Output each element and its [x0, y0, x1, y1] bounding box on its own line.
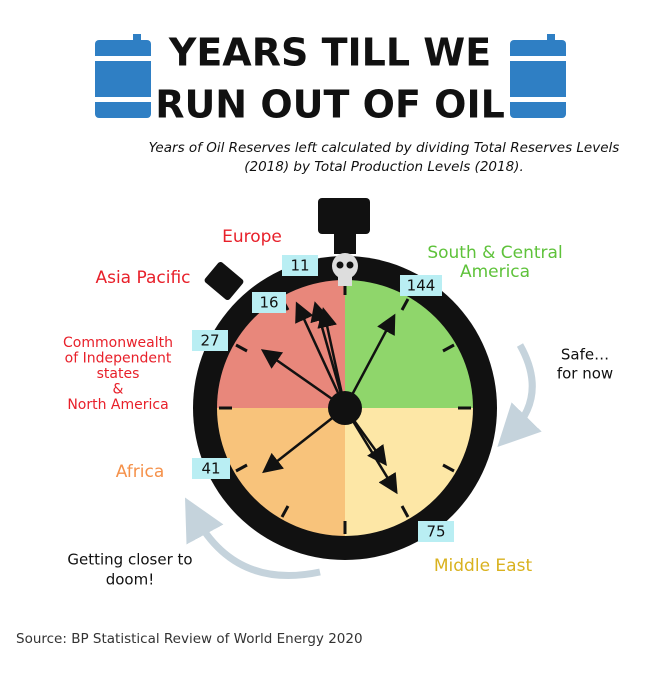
region-label: Commonwealth	[63, 335, 173, 351]
region-value: 27	[200, 332, 219, 350]
region-label: Asia Pacific	[95, 268, 190, 288]
annotation-doom: doom!	[106, 571, 155, 589]
arrow-doom	[185, 497, 321, 579]
subtitle: (2018) by Total Production Levels (2018)…	[244, 159, 524, 175]
region-label: Africa	[116, 462, 165, 482]
region-label: states	[97, 366, 140, 382]
value-box	[192, 458, 230, 479]
value-box	[400, 275, 442, 296]
barrel-left	[95, 34, 151, 118]
value-box	[252, 292, 286, 313]
region-value: 16	[259, 294, 278, 312]
title: RUN OUT OF OIL	[155, 83, 505, 127]
region-label: of Independent	[65, 351, 172, 367]
region-label: America	[460, 262, 530, 282]
title: YEARS TILL WE	[168, 31, 491, 75]
region-value: 144	[407, 277, 436, 295]
value-box	[192, 330, 228, 351]
region-value: 41	[201, 460, 220, 478]
region-label: South & Central	[427, 243, 562, 263]
value-box	[418, 521, 454, 542]
region-value: 75	[426, 523, 445, 541]
region-label: North America	[67, 397, 168, 413]
annotation-safe: for now	[557, 365, 613, 383]
annotation-doom: Getting closer to	[67, 551, 192, 569]
annotation-safe: Safe…	[561, 346, 609, 364]
barrel-right	[510, 34, 566, 118]
region-label: &	[113, 382, 124, 398]
arrow-safe	[497, 343, 542, 448]
subtitle: Years of Oil Reserves left calculated by…	[149, 140, 620, 156]
region-label: Middle East	[434, 556, 533, 576]
stopwatch	[193, 198, 497, 560]
value-box	[282, 255, 318, 276]
skull	[332, 253, 358, 286]
region-value: 11	[290, 257, 309, 275]
region-label: Europe	[222, 227, 282, 247]
source: Source: BP Statistical Review of World E…	[16, 631, 363, 647]
